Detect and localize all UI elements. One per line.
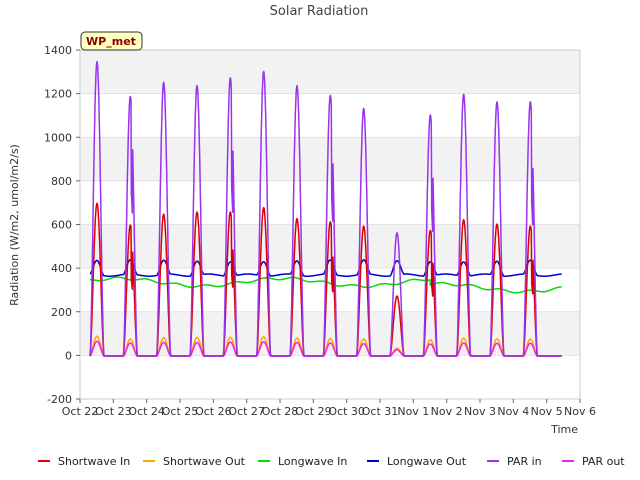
y-tick-label: 1400 (44, 44, 72, 57)
x-tick-label: Nov 6 (564, 405, 596, 418)
x-tick-label: Oct 29 (295, 405, 332, 418)
y-axis: -200 0 200 400 600 800 1000 1200 1400 (44, 44, 80, 406)
series-layer (89, 60, 563, 357)
legend-label-par-in: PAR in (507, 455, 542, 468)
plot-band (80, 180, 580, 225)
legend-label-longwave-in: Longwave In (278, 455, 347, 468)
y-tick-label: 0 (65, 349, 72, 362)
x-tick-label: Nov 4 (497, 405, 529, 418)
legend: Shortwave In Shortwave Out Longwave In Long… (38, 455, 625, 468)
y-tick-label: 800 (51, 175, 72, 188)
plot-band (80, 224, 580, 269)
chart-title: Solar Radiation (270, 4, 369, 19)
legend-label-shortwave-in: Shortwave In (58, 455, 130, 468)
legend-label-shortwave-out: Shortwave Out (163, 455, 246, 468)
x-tick-label: Oct 31 (362, 405, 399, 418)
plot-band (80, 50, 580, 94)
plot-band (80, 137, 580, 181)
x-tick-label: Nov 5 (531, 405, 563, 418)
x-tick-label: Oct 24 (128, 405, 165, 418)
y-tick-label: 200 (51, 306, 72, 319)
y-tick-label: 600 (51, 219, 72, 232)
x-tick-label: Oct 22 (62, 405, 99, 418)
y-axis-label: Radiation (W/m2, umol/m2/s) (8, 144, 21, 306)
x-tick-label: Oct 26 (195, 405, 232, 418)
x-tick-label: Oct 28 (262, 405, 299, 418)
x-tick-label: Oct 27 (228, 405, 265, 418)
station-badge-box (80, 31, 143, 51)
x-tick-label: Oct 23 (95, 405, 132, 418)
station-badge-label: WP_met (86, 35, 136, 48)
x-tick-label: Nov 3 (464, 405, 496, 418)
x-tick-label: Nov 2 (431, 405, 463, 418)
y-tick-label: 400 (51, 262, 72, 275)
x-tick-label: Oct 30 (328, 405, 365, 418)
plot-band (80, 268, 580, 312)
series-line-par-in (89, 60, 563, 357)
y-tick-label: 1000 (44, 131, 72, 144)
x-tick-label: Nov 1 (397, 405, 429, 418)
plot-band (80, 311, 580, 356)
legend-label-par-out: PAR out (582, 455, 625, 468)
y-tick-label: -200 (47, 393, 72, 406)
x-axis-label: Time (550, 423, 578, 436)
x-tick-label: Oct 25 (162, 405, 199, 418)
y-tick-label: 1200 (44, 88, 72, 101)
legend-label-longwave-out: Longwave Out (387, 455, 467, 468)
plot-band (80, 355, 580, 399)
station-badge: WP_met (80, 31, 143, 51)
